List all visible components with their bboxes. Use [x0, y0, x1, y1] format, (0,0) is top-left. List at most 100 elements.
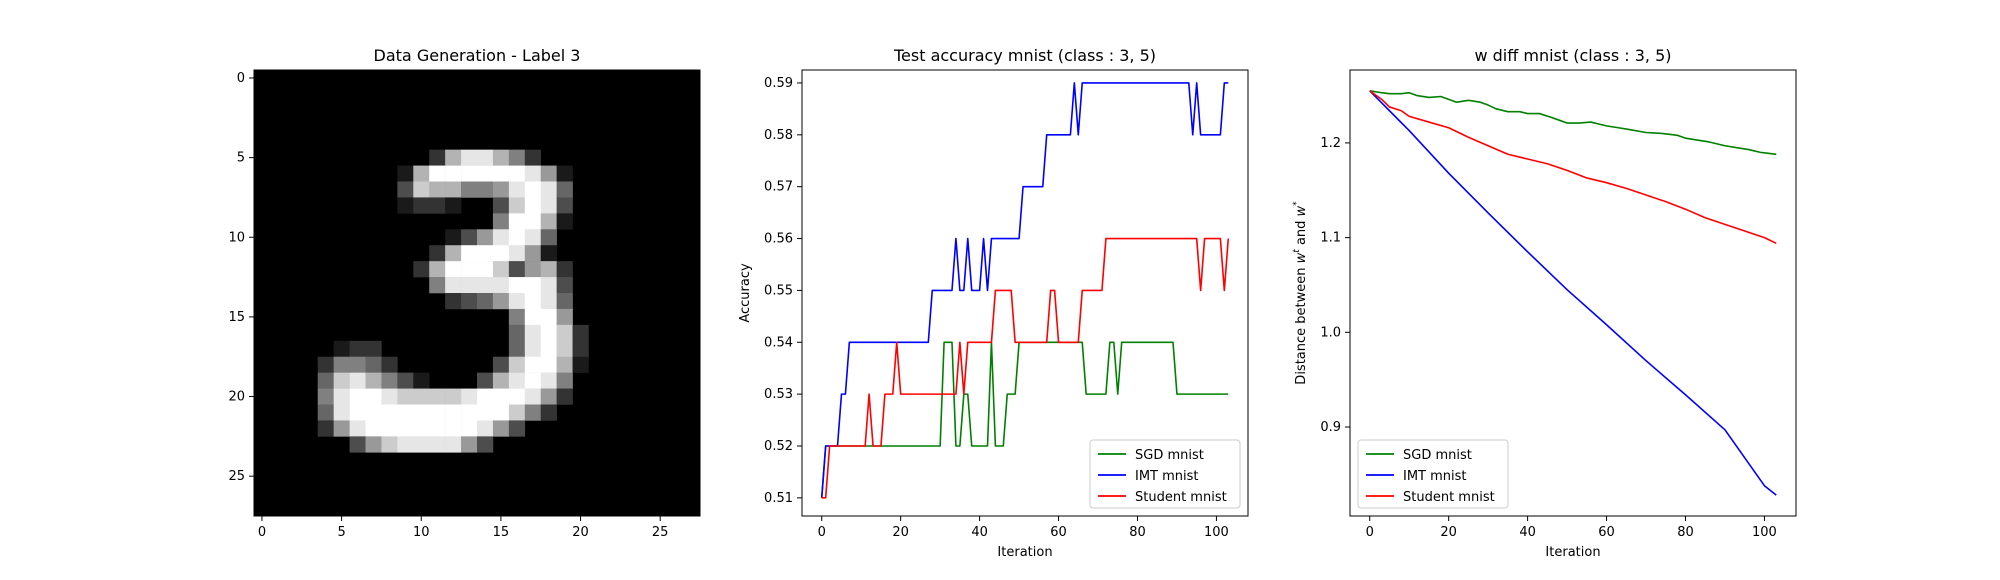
pixel	[508, 308, 526, 326]
pixel	[508, 356, 526, 373]
pixel	[524, 404, 542, 421]
pixel	[461, 404, 478, 421]
pixel	[492, 197, 510, 214]
pixel	[508, 372, 526, 389]
pixel	[524, 388, 542, 405]
x-tick-label: 40	[971, 525, 988, 540]
pixel	[333, 356, 350, 373]
x-tick-label: 60	[1050, 525, 1067, 540]
pixel	[429, 149, 446, 166]
pixel	[508, 149, 526, 166]
pixel	[524, 372, 542, 389]
accuracy-series	[820, 82, 1230, 499]
pixel	[508, 165, 526, 182]
wdiff-ylabel: Distance between wt and w*	[1292, 201, 1309, 385]
image-x-tick-label: 5	[337, 525, 345, 540]
pixel	[429, 388, 446, 405]
pixel	[477, 293, 494, 310]
pixel	[556, 293, 573, 310]
pixel	[572, 324, 589, 342]
pixel	[477, 165, 494, 182]
pixel	[508, 261, 526, 278]
pixel	[413, 420, 430, 437]
pixel	[445, 197, 462, 214]
pixel	[508, 197, 526, 214]
image-y-tick-label: 0	[237, 71, 245, 86]
pixel	[492, 245, 510, 262]
pixel	[477, 420, 494, 437]
pixel	[540, 308, 557, 326]
pixel	[381, 436, 398, 453]
pixel	[349, 404, 366, 421]
pixel	[540, 213, 557, 230]
pixel	[461, 229, 478, 246]
pixel	[429, 165, 446, 182]
pixel	[333, 404, 350, 421]
pixel	[492, 229, 510, 246]
pixel	[413, 165, 430, 182]
series-line	[821, 237, 1230, 499]
pixel	[492, 213, 510, 230]
pixel	[572, 356, 589, 373]
pixel	[492, 261, 510, 278]
pixel	[445, 293, 462, 310]
wdiff-y-axis: 0.9 1.0 1.1 1.2	[1320, 136, 1350, 435]
accuracy-frame	[801, 69, 1249, 517]
pixel	[365, 404, 382, 421]
pixel	[413, 197, 430, 214]
legend-label: IMT mnist	[1135, 469, 1199, 484]
pixel	[556, 308, 573, 326]
pixel	[349, 388, 366, 405]
pixel	[508, 420, 526, 437]
pixel	[445, 181, 462, 198]
pixel	[477, 229, 494, 246]
pixel	[524, 149, 542, 166]
pixel	[540, 197, 557, 214]
pixel	[445, 245, 462, 262]
legend-box	[1089, 439, 1241, 509]
pixel	[540, 165, 557, 182]
series-line	[1369, 90, 1777, 245]
accuracy-legend: SGD mnist IMT mnist Student mnist	[1089, 439, 1241, 509]
pixel	[477, 436, 494, 453]
pixel	[524, 181, 542, 198]
digit-image	[317, 149, 589, 453]
pixel	[524, 229, 542, 246]
y-tick-label: 1.2	[1320, 136, 1341, 151]
pixel	[508, 181, 526, 198]
pixel	[365, 420, 382, 437]
image-x-tick-label: 15	[493, 525, 510, 540]
pixel	[524, 165, 542, 182]
pixel	[477, 372, 494, 389]
series-line	[1369, 90, 1777, 496]
pixel	[445, 404, 462, 421]
pixel	[508, 404, 526, 421]
accuracy-title: Test accuracy mnist (class : 3, 5)	[893, 46, 1156, 65]
y-tick-label: 0.9	[1320, 420, 1341, 435]
pixel	[461, 181, 478, 198]
wdiff-title: w diff mnist (class : 3, 5)	[1474, 46, 1671, 65]
y-tick-label: 0.52	[764, 439, 793, 454]
pixel	[556, 372, 573, 389]
pixel	[333, 388, 350, 405]
pixel	[540, 388, 557, 405]
image-frame	[253, 69, 701, 517]
pixel	[508, 277, 526, 294]
x-tick-label: 100	[1752, 525, 1777, 540]
x-tick-label: 100	[1204, 525, 1229, 540]
accuracy-ylabel: Accuracy	[738, 263, 753, 323]
x-tick-label: 80	[1129, 525, 1146, 540]
pixel	[524, 277, 542, 294]
pixel	[461, 388, 478, 405]
pixel	[540, 404, 557, 421]
x-tick-label: 60	[1598, 525, 1615, 540]
pixel	[492, 356, 510, 373]
pixel	[397, 388, 414, 405]
pixel	[413, 261, 430, 278]
pixel	[492, 181, 510, 198]
pixel	[524, 213, 542, 230]
pixel	[540, 372, 557, 389]
pixel	[381, 388, 398, 405]
pixel	[317, 420, 334, 437]
